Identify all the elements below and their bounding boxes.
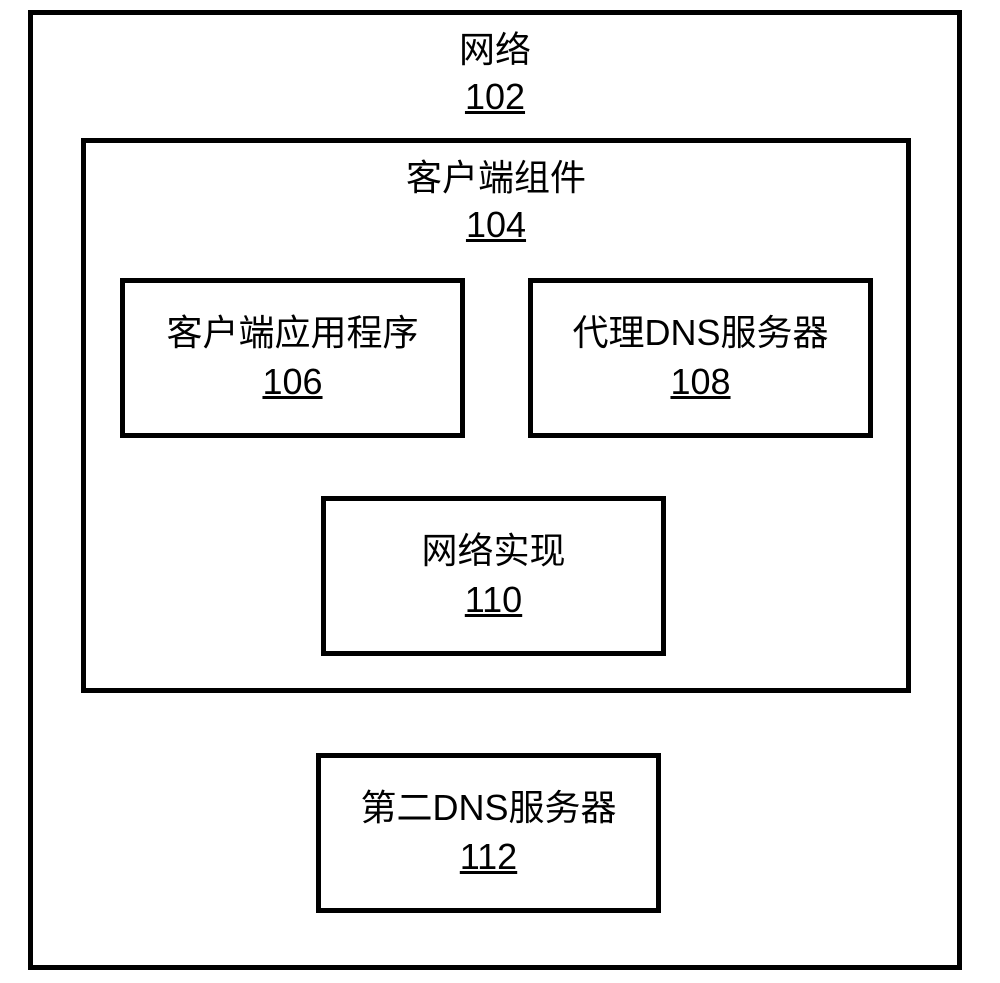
- client-component-title: 客户端组件 104: [86, 155, 906, 249]
- proxy-dns-box: 代理DNS服务器 108: [528, 278, 873, 438]
- network-ref: 102: [33, 74, 957, 121]
- second-dns-label: 第二DNS服务器: [360, 784, 616, 833]
- client-component-box: 客户端组件 104 客户端应用程序 106 代理DNS服务器 108 网络实现 …: [81, 138, 911, 693]
- network-impl-label: 网络实现: [421, 527, 565, 576]
- network-impl-box: 网络实现 110: [321, 496, 666, 656]
- second-dns-box: 第二DNS服务器 112: [316, 753, 661, 913]
- client-app-box: 客户端应用程序 106: [120, 278, 465, 438]
- network-box: 网络 102 客户端组件 104 客户端应用程序 106 代理DNS服务器 10…: [28, 10, 962, 970]
- client-component-label: 客户端组件: [86, 155, 906, 202]
- client-app-ref: 106: [262, 358, 322, 407]
- client-component-ref: 104: [86, 202, 906, 249]
- network-impl-ref: 110: [465, 576, 522, 625]
- network-label: 网络: [33, 27, 957, 74]
- proxy-dns-label: 代理DNS服务器: [572, 309, 828, 358]
- second-dns-ref: 112: [460, 833, 517, 882]
- proxy-dns-ref: 108: [670, 358, 730, 407]
- client-app-label: 客户端应用程序: [166, 309, 418, 358]
- network-title: 网络 102: [33, 27, 957, 121]
